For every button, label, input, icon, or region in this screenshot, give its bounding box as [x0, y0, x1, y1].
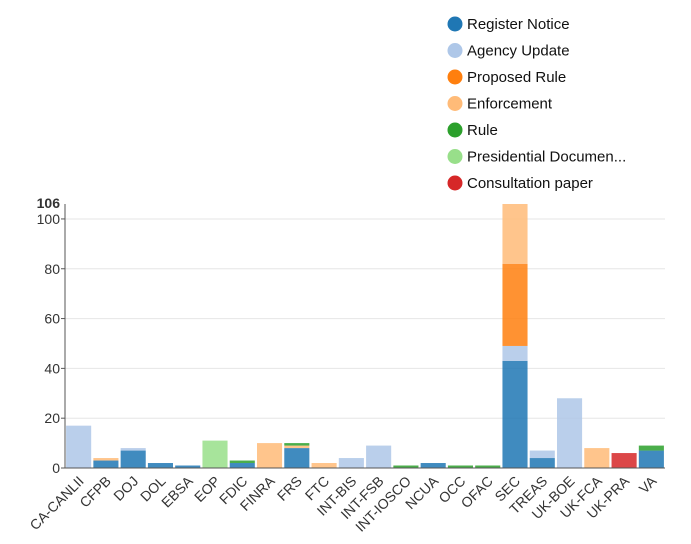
bar-segment-register-notice[interactable] — [529, 458, 555, 468]
legend-label: Rule — [467, 122, 498, 139]
legend-label: Register Notice — [467, 16, 570, 33]
bar-segment-register-notice[interactable] — [93, 460, 119, 468]
bar-stack-ncua[interactable] — [420, 463, 446, 468]
legend-swatch — [447, 149, 463, 164]
legend-swatch — [447, 69, 463, 85]
bar-stack-int-fsb[interactable] — [366, 445, 392, 468]
bar-stack-doj[interactable] — [120, 448, 146, 468]
bar-stack-int-bis[interactable] — [338, 458, 364, 468]
legend-swatch — [447, 96, 463, 111]
bar-segment-register-notice[interactable] — [502, 360, 528, 468]
bars — [66, 204, 664, 468]
bar-segment-register-notice[interactable] — [175, 465, 201, 468]
legend-item-consultation-paper[interactable]: Consultation paper — [447, 175, 593, 192]
y-tick-label: 20 — [44, 410, 60, 426]
bar-segment-rule[interactable] — [393, 465, 419, 468]
bar-segment-rule[interactable] — [284, 443, 310, 446]
y-tick-label: 100 — [37, 211, 61, 227]
bar-stack-uk-pra[interactable] — [611, 453, 637, 468]
bar-segment-rule[interactable] — [638, 445, 664, 451]
bar-segment-rule[interactable] — [229, 460, 255, 464]
bar-stack-eop[interactable] — [202, 440, 228, 468]
bar-stack-fdic[interactable] — [229, 460, 255, 468]
bar-segment-register-notice[interactable] — [229, 463, 255, 468]
bar-stack-treas[interactable] — [529, 450, 555, 468]
x-tick-label: VA — [636, 472, 660, 496]
bar-segment-proposed-rule[interactable] — [502, 263, 528, 346]
y-tick-label: 60 — [44, 311, 60, 327]
bar-stack-int-iosco[interactable] — [393, 465, 419, 468]
bar-segment-agency-update[interactable] — [120, 448, 146, 451]
bar-stack-va[interactable] — [638, 445, 664, 468]
bar-stack-ftc[interactable] — [311, 463, 337, 468]
legend-label: Proposed Rule — [467, 69, 566, 86]
legend-item-rule[interactable]: Rule — [447, 122, 498, 139]
bar-segment-agency-update[interactable] — [66, 425, 92, 468]
grid-lines — [65, 218, 665, 419]
bar-segment-presidential-documen[interactable] — [202, 440, 228, 468]
legend-swatch — [447, 16, 463, 32]
bar-stack-uk-fca[interactable] — [584, 448, 610, 468]
bar-segment-enforcement[interactable] — [584, 448, 610, 468]
bar-segment-rule[interactable] — [475, 465, 501, 468]
bar-segment-register-notice[interactable] — [638, 450, 664, 468]
bar-segment-register-notice[interactable] — [420, 463, 446, 468]
legend-label: Presidential Documen... — [467, 149, 626, 166]
bar-segment-enforcement[interactable] — [311, 463, 337, 468]
legend-item-register-notice[interactable]: Register Notice — [447, 16, 570, 33]
legend-label: Consultation paper — [467, 175, 593, 192]
bar-segment-rule[interactable] — [447, 465, 473, 468]
x-tick-label: EBSA — [158, 472, 196, 510]
legend-swatch — [447, 122, 463, 138]
bar-segment-agency-update[interactable] — [529, 450, 555, 459]
bar-stack-frs[interactable] — [284, 443, 310, 468]
bar-segment-agency-update[interactable] — [502, 345, 528, 361]
bar-stack-dol[interactable] — [147, 463, 173, 468]
legend-swatch — [447, 175, 463, 191]
legend: Register Notice Agency Update Proposed Rul… — [447, 16, 627, 192]
legend-item-proposed-rule[interactable]: Proposed Rule — [447, 69, 567, 86]
bar-stack-cfpb[interactable] — [93, 458, 119, 468]
bar-segment-register-notice[interactable] — [147, 463, 173, 468]
bar-stack-occ[interactable] — [447, 465, 473, 468]
bar-segment-enforcement[interactable] — [502, 204, 528, 264]
y-tick-label: 0 — [52, 460, 60, 476]
bar-segment-consultation-paper[interactable] — [611, 453, 637, 468]
legend-swatch — [447, 43, 463, 58]
bar-segment-agency-update[interactable] — [557, 398, 583, 468]
bar-segment-enforcement[interactable] — [257, 443, 283, 468]
bar-segment-agency-update[interactable] — [366, 445, 392, 468]
y-tick-label: 80 — [44, 261, 60, 277]
x-tick-label: EOP — [191, 473, 223, 505]
legend-item-presidential-documen[interactable]: Presidential Documen... — [447, 149, 627, 166]
bar-stack-sec[interactable] — [502, 204, 528, 468]
legend-item-agency-update[interactable]: Agency Update — [447, 43, 570, 60]
bar-segment-register-notice[interactable] — [284, 448, 310, 468]
bar-stack-uk-boe[interactable] — [557, 398, 583, 468]
x-tick-label: CFPB — [76, 473, 114, 511]
x-axis: CA-CANLIICFPBDOJDOLEBSAEOPFDICFINRAFRSFT… — [26, 467, 665, 535]
bar-stack-ofac[interactable] — [475, 465, 501, 468]
bar-stack-finra[interactable] — [257, 443, 283, 468]
legend-label: Agency Update — [467, 43, 570, 60]
y-axis-max-label: 106 — [37, 195, 61, 211]
legend-label: Enforcement — [467, 96, 553, 113]
bar-stack-ca-canlii[interactable] — [66, 425, 92, 468]
x-tick-label: DOJ — [110, 473, 141, 504]
bar-segment-enforcement[interactable] — [93, 458, 119, 461]
x-tick-label: FRS — [274, 473, 305, 504]
y-axis: 106 0 20 40 60 80 100 — [37, 195, 66, 476]
bar-segment-agency-update[interactable] — [338, 458, 364, 468]
x-tick-label: CA-CANLII — [26, 473, 86, 533]
bar-segment-register-notice[interactable] — [120, 450, 146, 468]
bar-stack-ebsa[interactable] — [175, 465, 201, 468]
bar-segment-enforcement[interactable] — [284, 445, 310, 449]
x-tick-label: OFAC — [458, 473, 496, 511]
y-tick-label: 40 — [44, 360, 60, 376]
legend-item-enforcement[interactable]: Enforcement — [447, 96, 553, 113]
